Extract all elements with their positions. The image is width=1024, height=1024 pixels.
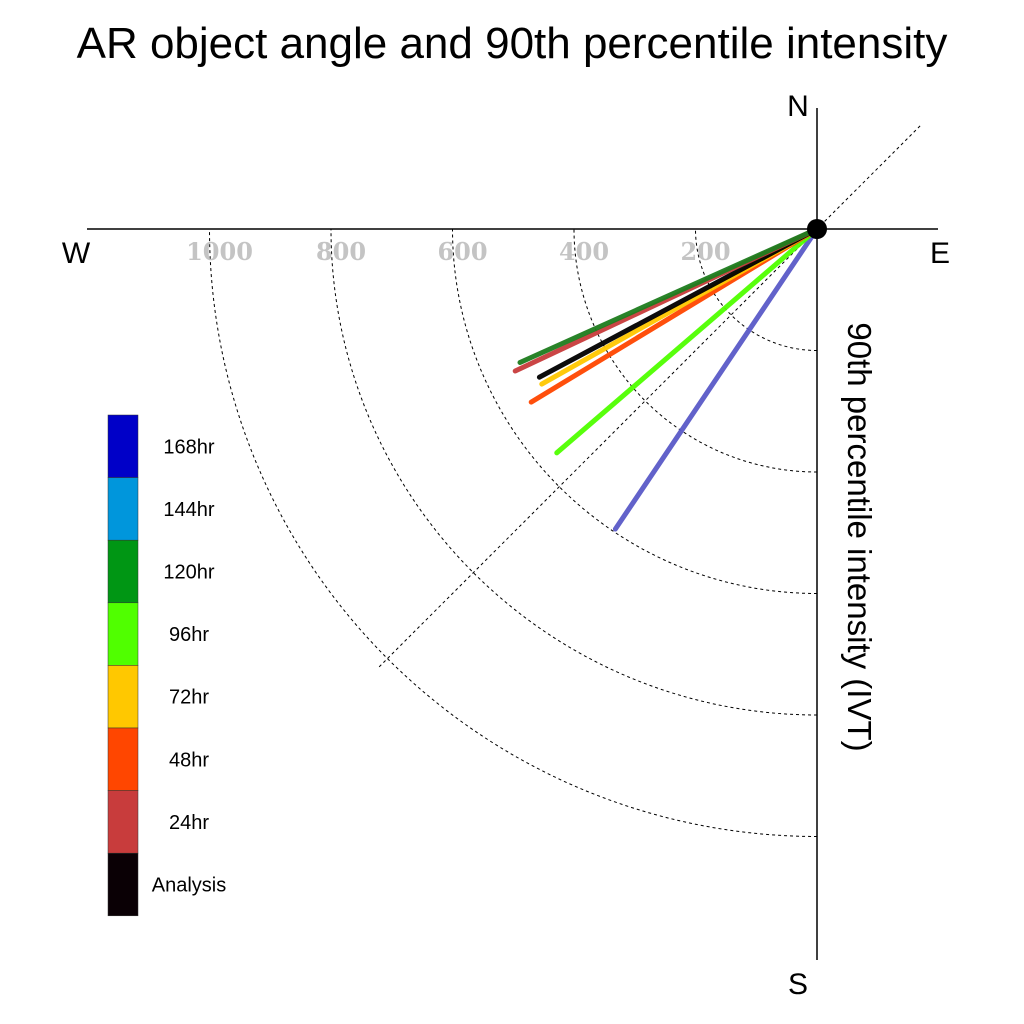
grid-arc-200 <box>695 228 818 351</box>
legend-label-analysis: Analysis <box>152 875 226 897</box>
tick-label-200: 200 <box>680 237 730 266</box>
legend-swatch-120hr <box>107 539 139 604</box>
origin-marker <box>807 219 827 239</box>
tick-label-600: 600 <box>437 237 487 266</box>
legend-label-48hr: 48hr <box>169 749 209 771</box>
radial-grid <box>209 228 818 837</box>
compass-north: N <box>787 90 809 123</box>
legend-label-72hr: 72hr <box>169 687 209 709</box>
legend-swatch-144hr <box>107 477 139 541</box>
compass-east: E <box>930 237 950 270</box>
legend-swatch-24hr <box>107 790 139 854</box>
reference-diagonal-line <box>378 125 921 668</box>
vector-96hr <box>554 226 820 456</box>
legend-swatch-analysis <box>107 852 139 917</box>
tick-label-400: 400 <box>559 237 609 266</box>
legend: 168hr 144hr 120hr 96hr 72hr 48hr 24hr Analysis <box>107 414 226 917</box>
legend-label-120hr: 120hr <box>163 562 214 584</box>
tick-label-1000: 1000 <box>186 237 253 266</box>
compass-south: S <box>788 968 808 1001</box>
vector-168hr <box>612 226 820 532</box>
legend-swatch-72hr <box>107 665 139 729</box>
vector-120hr <box>517 226 820 365</box>
intensity-vectors <box>512 226 820 532</box>
grid-arc-1000 <box>209 228 818 837</box>
legend-swatch-168hr <box>107 414 139 478</box>
chart-title: AR object angle and 90th percentile inte… <box>77 19 948 68</box>
legend-label-96hr: 96hr <box>169 624 209 646</box>
compass-west: W <box>62 237 91 270</box>
legend-label-144hr: 144hr <box>163 499 214 521</box>
grid-arc-400 <box>573 228 818 473</box>
radial-tick-labels: 200 400 600 800 1000 <box>186 237 730 266</box>
grid-arc-600 <box>452 228 818 594</box>
legend-label-24hr: 24hr <box>169 812 209 834</box>
legend-label-168hr: 168hr <box>163 436 214 458</box>
tick-label-800: 800 <box>316 237 366 266</box>
legend-swatch-48hr <box>107 727 139 791</box>
vector-analysis <box>536 226 820 380</box>
legend-swatch-96hr <box>107 602 139 666</box>
axis-label: 90th percentile intensity (IVT) <box>841 322 878 751</box>
grid-arc-800 <box>330 228 818 716</box>
